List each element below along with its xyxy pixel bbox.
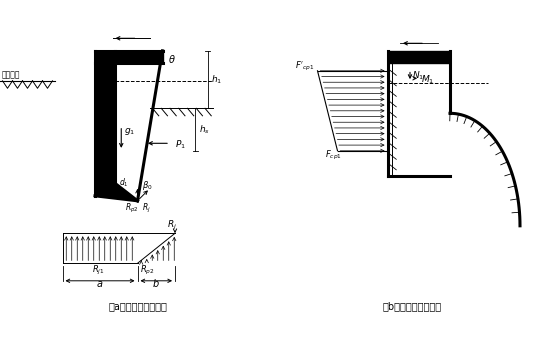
- Text: $P_1$: $P_1$: [175, 138, 186, 151]
- Text: $R_{p2}$: $R_{p2}$: [140, 263, 155, 277]
- Text: $M_1$: $M_1$: [421, 73, 434, 86]
- Text: $R_{j1}$: $R_{j1}$: [92, 263, 105, 277]
- Text: $N_1$: $N_1$: [130, 50, 141, 62]
- Text: $F'_{cp1}$: $F'_{cp1}$: [295, 60, 315, 73]
- Polygon shape: [95, 51, 115, 196]
- Text: $M_1$: $M_1$: [105, 48, 117, 61]
- Text: $a$: $a$: [96, 279, 103, 289]
- Text: $d_1$: $d_1$: [119, 177, 129, 189]
- Text: 始沉标高: 始沉标高: [1, 70, 20, 79]
- Text: （b）竖向的向内弯曲: （b）竖向的向内弯曲: [383, 301, 442, 311]
- Polygon shape: [95, 51, 162, 63]
- Text: $N_1$: $N_1$: [412, 70, 425, 82]
- Text: $\theta$: $\theta$: [168, 53, 175, 65]
- Text: $R_j$: $R_j$: [168, 218, 178, 231]
- Text: $R_{p2}$: $R_{p2}$: [125, 202, 139, 215]
- Text: $h_s$: $h_s$: [199, 123, 210, 136]
- Text: $R_j$: $R_j$: [142, 202, 151, 215]
- Text: $\beta_0$: $\beta_0$: [142, 179, 153, 192]
- Text: （a）竖向的向外弯曲: （a）竖向的向外弯曲: [108, 301, 167, 311]
- Polygon shape: [388, 51, 450, 63]
- Text: $b$: $b$: [152, 277, 160, 289]
- Text: $h_1$: $h_1$: [211, 73, 222, 86]
- Text: $F_{cp1}$: $F_{cp1}$: [325, 148, 342, 162]
- Polygon shape: [95, 183, 138, 201]
- Text: $g_1$: $g_1$: [124, 126, 135, 137]
